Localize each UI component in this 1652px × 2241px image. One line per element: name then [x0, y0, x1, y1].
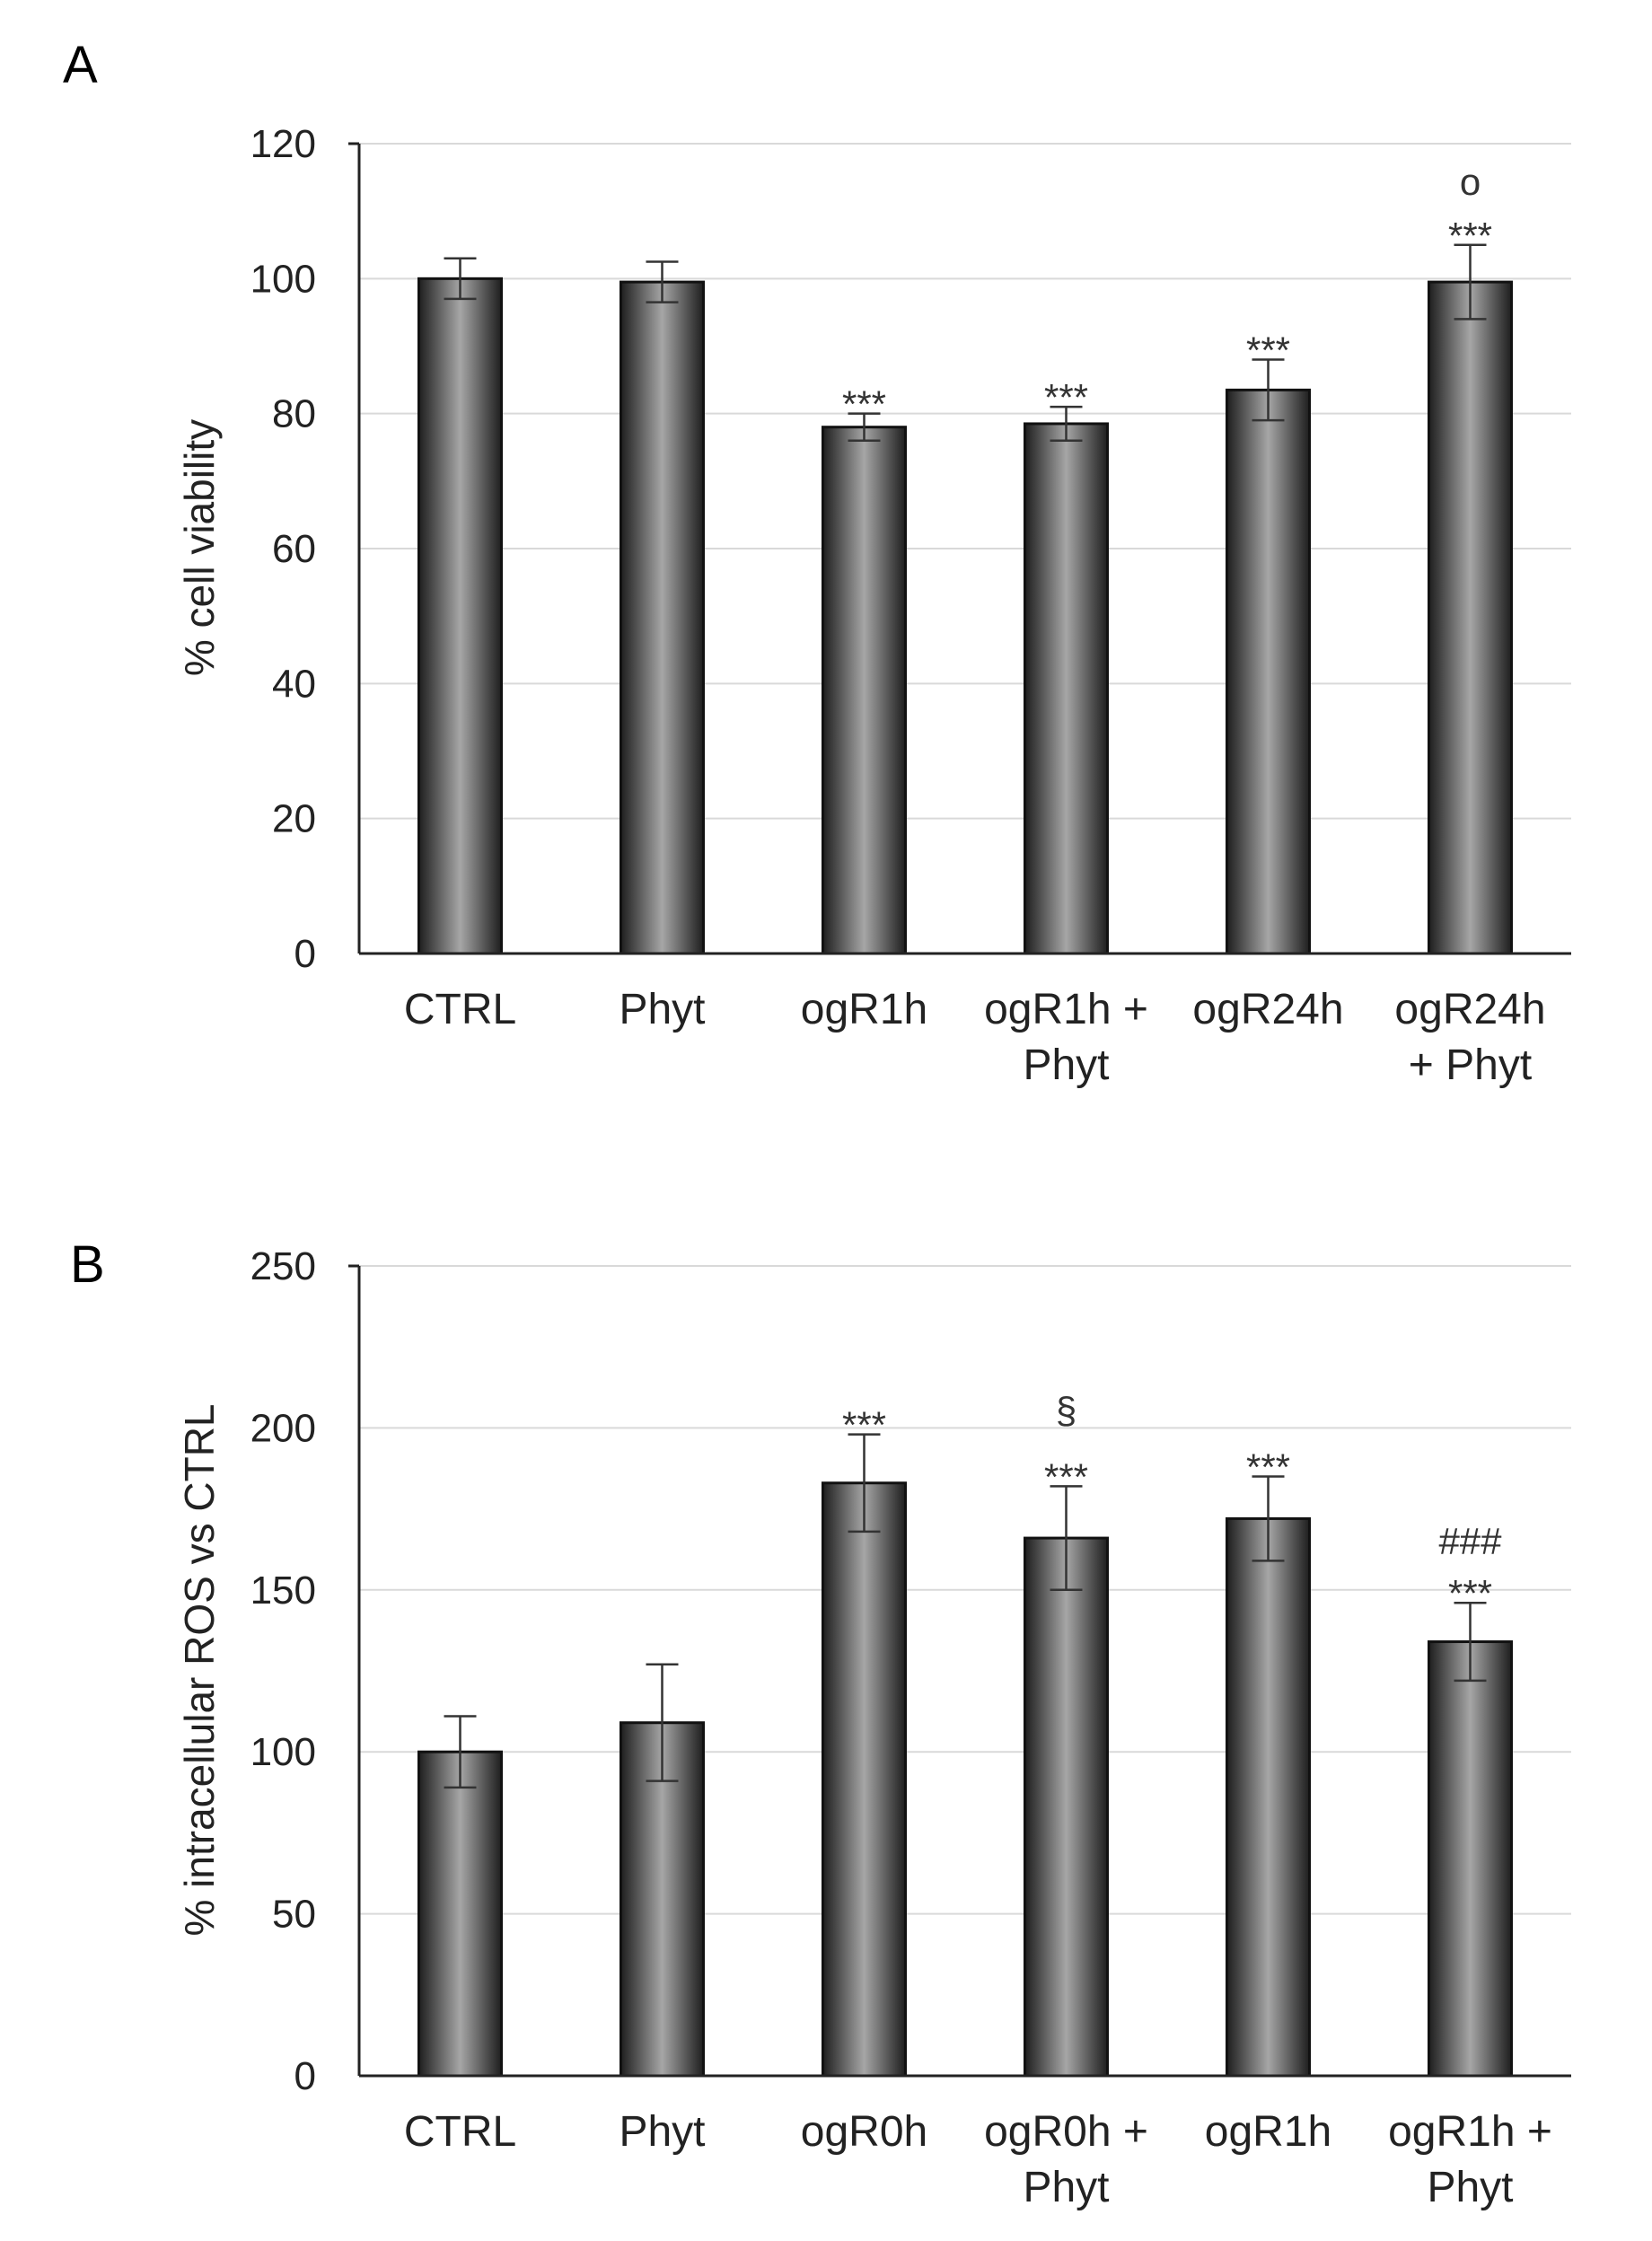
panel-a-y-tick-label: 40	[272, 662, 316, 706]
panel-a-significance-marker: ***	[1246, 330, 1290, 372]
panel-a-y-axis-title: % cell viability	[176, 419, 223, 676]
panel-b-x-category-label: ogR0h	[801, 2108, 927, 2156]
panel-b-significance-marker: ***	[1448, 1572, 1492, 1614]
panel-b-x-category-label: ogR1h	[1205, 2108, 1331, 2156]
panel-b-chart: B % intracellular ROS vs CTRL *** *** § ***…	[70, 1235, 1571, 2211]
panel-b-significance-marker: §	[1056, 1389, 1076, 1431]
panel-b-x-category-label: ogR0h +	[984, 2108, 1148, 2156]
panel-a-x-category-label: ogR24h	[1192, 986, 1343, 1033]
panel-b-x-category-label: Phyt	[619, 2108, 705, 2156]
panel-a-x-category-label: ogR1h +	[984, 986, 1148, 1033]
panel-a-significance-marker: o	[1460, 161, 1481, 203]
panel-b-label: B	[70, 1235, 105, 1294]
panel-a-y-tick-label: 100	[250, 257, 316, 301]
panel-b-significance-marker: ***	[842, 1404, 886, 1446]
panel-a-y-tick-label: 60	[272, 527, 316, 571]
panel-a-x-category-label: Phyt	[1023, 1041, 1109, 1089]
panel-b-y-tick-label: 200	[250, 1406, 316, 1450]
panel-a-chart: A % cell viability *** *** *** *** o 0 20 40 60…	[63, 36, 1571, 1089]
panel-b-bar	[822, 1481, 907, 2078]
panel-b-significance-marker: ###	[1438, 1520, 1502, 1562]
panel-a-y-tick-label: 120	[250, 122, 316, 166]
panel-a-bar	[620, 280, 705, 955]
panel-a-bar	[1428, 280, 1513, 955]
panel-a-x-category-label: Phyt	[619, 986, 705, 1033]
panel-b-bar	[417, 1750, 503, 2078]
panel-b-y-tick-label: 150	[250, 1569, 316, 1613]
panel-b-bar	[1428, 1640, 1513, 2078]
panel-b-x-category-label: CTRL	[404, 2108, 516, 2156]
panel-a-bar	[1226, 388, 1311, 955]
panel-a-bar	[1024, 422, 1109, 955]
panel-b-bar	[1226, 1516, 1311, 2078]
panel-a-label: A	[63, 36, 98, 94]
panel-a-x-category-label: ogR24h	[1394, 986, 1545, 1033]
panel-b-x-category-label: Phyt	[1427, 2164, 1513, 2211]
panel-a-x-category-label: CTRL	[404, 986, 516, 1033]
panel-b-x-category-label: Phyt	[1023, 2164, 1109, 2211]
panel-b-y-tick-label: 50	[272, 1893, 316, 1937]
panel-a-x-category-label: ogR1h	[801, 986, 927, 1033]
panel-a-bar	[822, 426, 907, 955]
panel-a-y-tick-label: 80	[272, 392, 316, 436]
panel-b-y-tick-label: 250	[250, 1244, 316, 1288]
panel-b-y-tick-label: 100	[250, 1730, 316, 1774]
panel-a-y-tick-label: 0	[294, 932, 316, 976]
panel-a-y-tick-label: 20	[272, 797, 316, 841]
panel-b-significance-marker: ***	[1044, 1455, 1088, 1498]
panel-a-bar	[417, 277, 503, 955]
panel-b-y-tick-label: 0	[294, 2054, 316, 2098]
panel-a-significance-marker: ***	[1448, 215, 1492, 257]
panel-b-y-axis-title: % intracellular ROS vs CTRL	[176, 1403, 223, 1936]
panel-b-significance-marker: ***	[1246, 1446, 1290, 1489]
panel-a-significance-marker: ***	[1044, 376, 1088, 418]
panel-a-x-category-label: + Phyt	[1409, 1041, 1532, 1089]
panel-a-significance-marker: ***	[842, 383, 886, 426]
panel-b-bar	[1024, 1536, 1109, 2078]
panel-b-x-category-label: ogR1h +	[1388, 2108, 1552, 2156]
